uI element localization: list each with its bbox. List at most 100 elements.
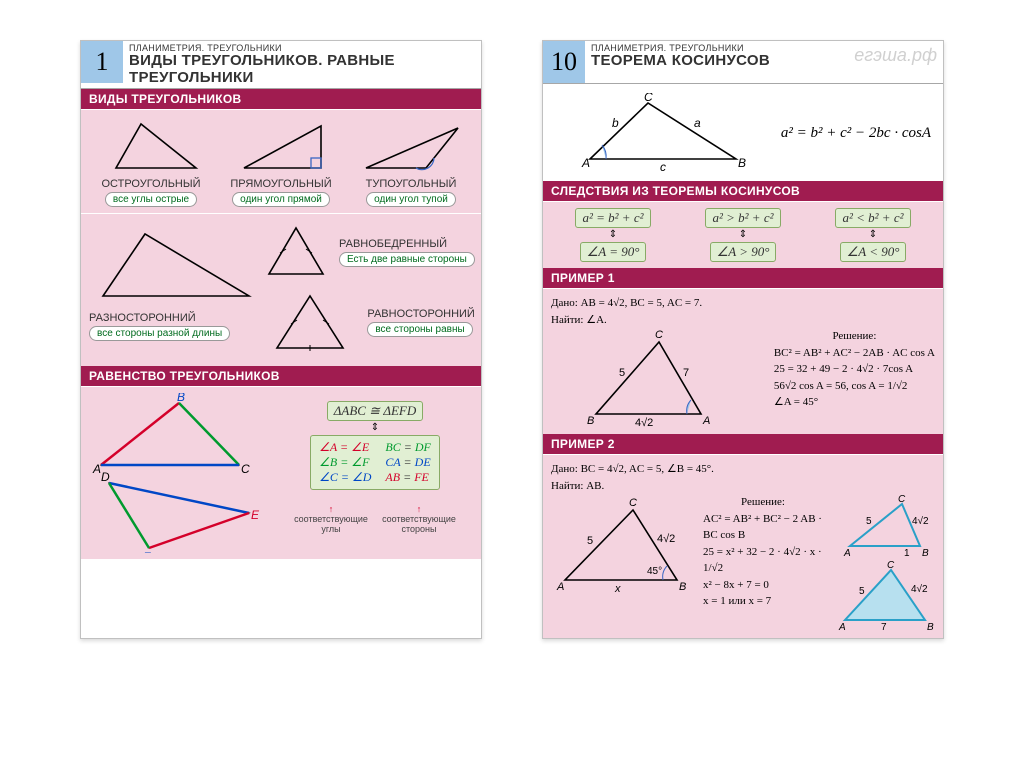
example2-solution: Решение: AC² = AB² + BC² − 2 AB · BC cos… [703, 494, 823, 610]
example1-header: ПРИМЕР 1 [543, 268, 943, 288]
svg-text:A: A [556, 581, 564, 593]
scalene-triangle-icon [89, 220, 259, 310]
svg-text:A: A [702, 415, 710, 427]
angles-caption: соответствующие углы [294, 514, 368, 534]
svg-text:C: C [887, 560, 895, 571]
congruence-panel: A B C D E F ΔABC ≅ ΔEFD ⇕ [81, 386, 481, 559]
equilateral-label: РАВНОСТОРОННИЙ [367, 308, 475, 320]
sides-caption: соответствующие стороны [382, 514, 456, 534]
obtuse-triangle-icon [356, 116, 466, 176]
equilateral-triangle-icon [265, 286, 355, 356]
svg-text:A: A [581, 156, 590, 170]
example2-mini-triangles: A B C 5 4√2 1 A B C 5 4√2 7 [835, 494, 935, 632]
svg-text:C: C [898, 494, 906, 505]
types-by-angle: ОСТРОУГОЛЬНЫЙ все углы острые ПРЯМОУГОЛЬ… [81, 109, 481, 213]
example2-panel: Дано: BC = 4√2, AC = 5, ∠B = 45°. Найти:… [543, 454, 943, 638]
svg-text:F: F [143, 550, 151, 553]
congruence-header: РАВЕНСТВО ТРЕУГОЛЬНИКОВ [81, 366, 481, 386]
right-triangle-icon [226, 116, 336, 176]
acute-triangle-icon [96, 116, 206, 176]
updown-icon: ⇕ [277, 423, 473, 433]
svg-text:B: B [679, 581, 686, 593]
svg-text:B: B [587, 415, 594, 427]
angle-correspondences: ∠A = ∠E ∠B = ∠F ∠C = ∠D [319, 440, 371, 485]
cor3-bot: ∠A < 90° [840, 242, 907, 262]
card2-number: 10 [543, 41, 585, 83]
cor2-top: a² > b² + c² [705, 208, 780, 228]
svg-text:4√2: 4√2 [657, 533, 675, 545]
card1-number: 1 [81, 41, 123, 83]
svg-text:1: 1 [904, 548, 910, 559]
isosceles-desc: Есть две равные стороны [339, 252, 475, 267]
cor2-bot: ∠A > 90° [710, 242, 777, 262]
right-desc: один угол прямой [232, 192, 330, 207]
scalene-label: РАЗНОСТОРОННИЙ [89, 312, 259, 324]
svg-text:A: A [843, 548, 851, 559]
example2-find: Найти: AB. [551, 478, 935, 495]
svg-text:D: D [101, 470, 110, 484]
isosceles-label: РАВНОБЕДРЕННЫЙ [339, 238, 475, 250]
cor1-top: a² = b² + c² [575, 208, 650, 228]
obtuse-label: ТУПОУГОЛЬНЫЙ [349, 178, 473, 190]
example1-given: Дано: AB = 4√2, BC = 5, AC = 7. [551, 295, 935, 312]
card2-header: 10 ПЛАНИМЕТРИЯ. ТРЕУГОЛЬНИКИ ТЕОРЕМА КОС… [543, 41, 943, 84]
svg-text:7: 7 [683, 367, 689, 379]
svg-text:c: c [660, 160, 666, 173]
svg-text:7: 7 [881, 622, 887, 632]
svg-text:E: E [251, 508, 260, 522]
card1-header: 1 ПЛАНИМЕТРИЯ. ТРЕУГОЛЬНИКИ ВИДЫ ТРЕУГОЛ… [81, 41, 481, 89]
scalene-desc: все стороны разной длины [89, 326, 230, 341]
watermark: егэша.рф [854, 41, 943, 66]
types-by-side: РАЗНОСТОРОННИЙ все стороны разной длины … [81, 213, 481, 366]
cor3-top: a² < b² + c² [835, 208, 910, 228]
svg-text:a: a [694, 116, 701, 130]
card2-title: ТЕОРЕМА КОСИНУСОВ [591, 53, 848, 70]
svg-text:4√2: 4√2 [912, 515, 929, 527]
acute-label: ОСТРОУГОЛЬНЫЙ [89, 178, 213, 190]
svg-text:B: B [922, 548, 929, 559]
svg-text:C: C [644, 93, 653, 104]
equilateral-desc: все стороны равны [367, 322, 472, 337]
example1-find: Найти: ∠A. [551, 312, 935, 329]
svg-text:b: b [612, 116, 619, 130]
corollaries-header: СЛЕДСТВИЯ ИЗ ТЕОРЕМЫ КОСИНУСОВ [543, 181, 943, 201]
svg-text:5: 5 [587, 535, 593, 547]
acute-desc: все углы острые [105, 192, 197, 207]
corollaries-panel: a² = b² + c²⇕∠A = 90° a² > b² + c²⇕∠A > … [543, 201, 943, 268]
obtuse-desc: один угол тупой [366, 192, 456, 207]
svg-text:5: 5 [619, 367, 625, 379]
types-header: ВИДЫ ТРЕУГОЛЬНИКОВ [81, 89, 481, 109]
svg-text:45°: 45° [647, 566, 662, 577]
cor1-bot: ∠A = 90° [580, 242, 647, 262]
side-correspondences: BC = DF CA = DE AB = FE [385, 440, 430, 485]
svg-text:C: C [629, 497, 637, 509]
congruent-triangles-icon: A B C D E F [89, 393, 269, 553]
isosceles-triangle-icon [259, 220, 333, 282]
cosine-triangle-icon: A B C b a c [578, 93, 748, 173]
example2-triangle-icon: A B C 5 4√2 x 45° [551, 494, 691, 594]
example1-solution: Решение: BC² = AB² + AC² − 2AB · AC cos … [774, 328, 935, 411]
example1-panel: Дано: AB = 4√2, BC = 5, AC = 7. Найти: ∠… [543, 288, 943, 434]
svg-text:x: x [614, 583, 621, 594]
svg-text:4√2: 4√2 [635, 417, 653, 428]
svg-text:5: 5 [859, 586, 865, 597]
svg-text:B: B [927, 622, 934, 632]
example1-triangle-icon: A B C 5 7 4√2 [581, 328, 731, 428]
cosine-formula: a² = b² + c² − 2bc · cosA [781, 125, 931, 142]
example2-given: Дано: BC = 4√2, AC = 5, ∠B = 45°. [551, 461, 935, 478]
svg-text:4√2: 4√2 [911, 583, 928, 595]
card-cosine: 10 ПЛАНИМЕТРИЯ. ТРЕУГОЛЬНИКИ ТЕОРЕМА КОС… [542, 40, 944, 639]
card-types: 1 ПЛАНИМЕТРИЯ. ТРЕУГОЛЬНИКИ ВИДЫ ТРЕУГОЛ… [80, 40, 482, 639]
right-label: ПРЯМОУГОЛЬНЫЙ [219, 178, 343, 190]
svg-text:A: A [92, 462, 101, 476]
svg-text:B: B [177, 393, 185, 404]
svg-text:B: B [738, 156, 746, 170]
svg-text:5: 5 [866, 516, 872, 527]
svg-text:C: C [241, 462, 250, 476]
congruence-formula: ΔABC ≅ ΔEFD [327, 401, 423, 421]
svg-text:A: A [838, 622, 846, 632]
svg-text:C: C [655, 329, 663, 341]
card1-title: ВИДЫ ТРЕУГОЛЬНИКОВ. РАВНЫЕ ТРЕУГОЛЬНИКИ [129, 53, 475, 86]
example2-header: ПРИМЕР 2 [543, 434, 943, 454]
law-of-cosines-panel: A B C b a c a² = b² + c² − 2bc · cosA [543, 84, 943, 181]
